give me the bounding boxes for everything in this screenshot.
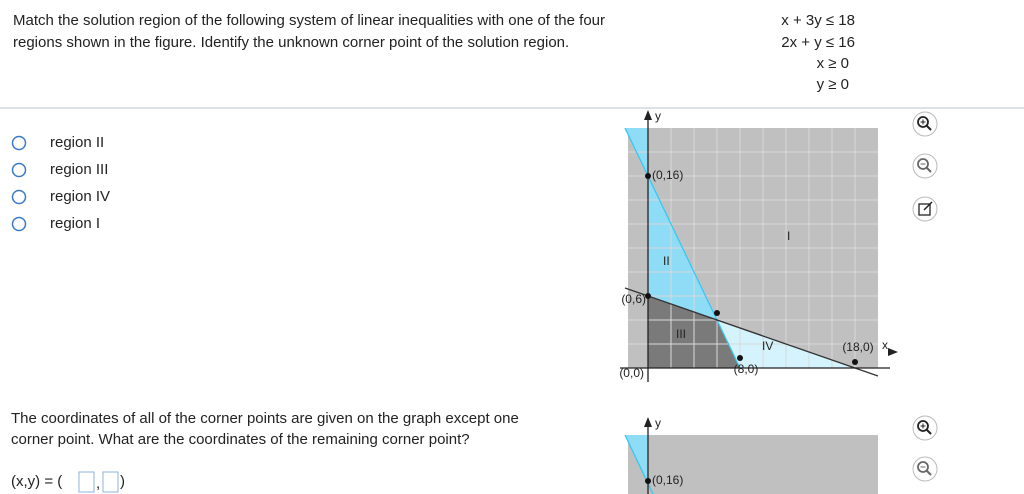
corner-point [852, 359, 858, 365]
inequality: y ≥ 0 [817, 76, 849, 93]
radio[interactable] [11, 216, 27, 232]
graph: y x I II III IV (0,16) (0,6) (0,0) (8,0)… [619, 109, 898, 382]
radio[interactable] [11, 162, 27, 178]
option-label[interactable]: region IV [50, 188, 110, 205]
point-label: (0,6) [621, 292, 646, 306]
region-label: IV [762, 339, 773, 353]
corner-point [645, 293, 651, 299]
point-label: (18,0) [842, 340, 873, 354]
zoom-in[interactable] [912, 111, 938, 137]
radio[interactable] [11, 189, 27, 205]
inequality: 2x + y ≤ 16 [781, 34, 855, 51]
inequality: x + 3y ≤ 18 [781, 12, 855, 29]
option[interactable]: region IV [11, 188, 111, 205]
corner-point [714, 310, 720, 316]
question-text: Match the solution region of the followi… [13, 12, 605, 29]
option[interactable]: region I [11, 215, 101, 232]
arrow [644, 110, 652, 120]
corner-point [645, 478, 651, 484]
question-text: regions shown in the figure. Identify th… [13, 34, 569, 51]
option[interactable]: region III [11, 161, 109, 178]
question-text: corner point. What are the coordinates o… [11, 431, 470, 448]
option-label[interactable]: region I [50, 215, 100, 232]
grid [628, 128, 878, 368]
zoom-in[interactable] [912, 415, 938, 441]
corner-point [737, 355, 743, 361]
option-label[interactable]: region III [50, 161, 108, 178]
graph: y (0,16) [624, 416, 878, 494]
point-label: (0,16) [652, 168, 683, 182]
option-label[interactable]: region II [50, 134, 104, 151]
axis-label: y [655, 416, 661, 430]
radio[interactable] [11, 135, 27, 151]
arrow [888, 348, 898, 356]
pop-out[interactable] [912, 196, 938, 222]
answer-separator: , [96, 475, 100, 492]
point-label: (0,0) [619, 366, 644, 380]
point-label: (0,16) [652, 473, 683, 487]
region-label: II [663, 254, 670, 268]
zoom-out[interactable] [912, 153, 938, 179]
inequality: x ≥ 0 [817, 55, 849, 72]
answer-suffix: ) [120, 473, 125, 490]
region-label: III [676, 327, 686, 341]
question-text: The coordinates of all of the corner poi… [11, 410, 519, 427]
point-label: (8,0) [734, 362, 759, 376]
answer-input[interactable] [102, 471, 119, 493]
answer-prefix: (x,y) = ( [11, 473, 62, 490]
corner-point [645, 173, 651, 179]
option[interactable]: region II [11, 134, 105, 151]
region-label: I [787, 229, 790, 243]
axis-label: x [882, 338, 888, 352]
answer-input[interactable] [78, 471, 95, 493]
arrow [644, 417, 652, 427]
line-x-3y [624, 287, 879, 377]
region [628, 435, 878, 494]
below-axis [628, 368, 878, 382]
line-2x-y [624, 127, 741, 369]
zoom-out[interactable] [912, 456, 938, 482]
axis-label: y [655, 109, 661, 123]
